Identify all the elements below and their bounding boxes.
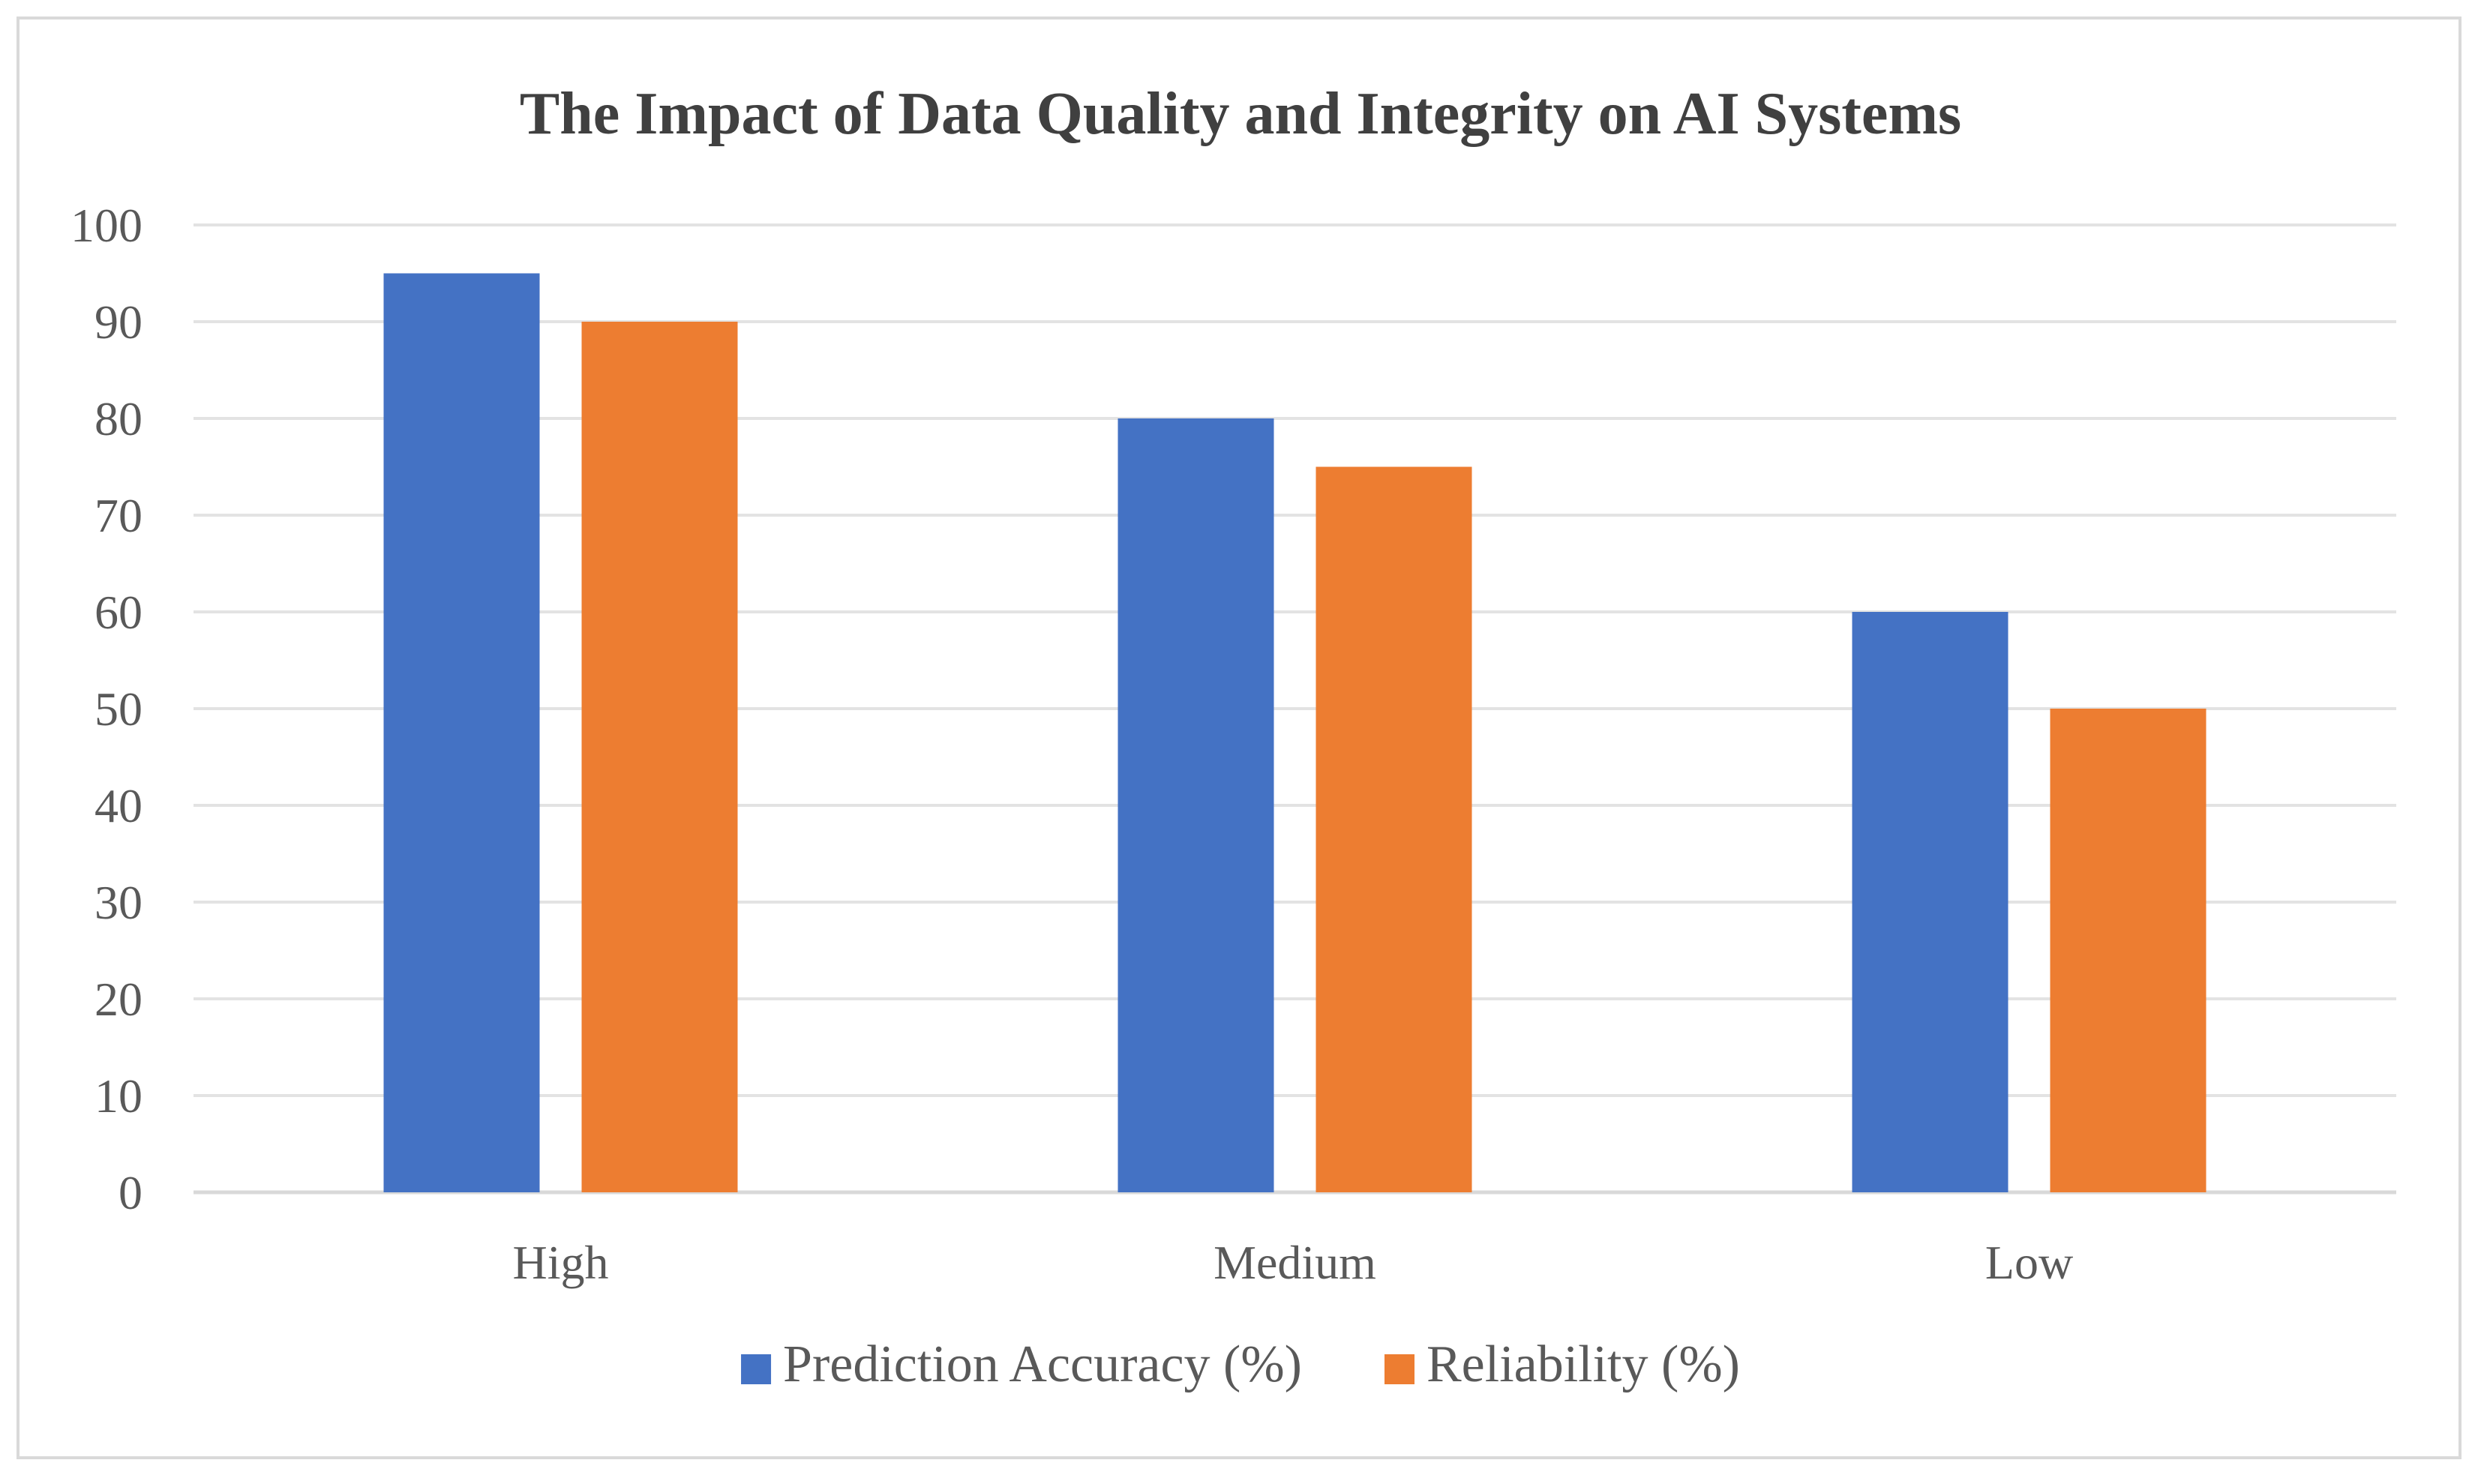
y-tick-label: 20 [94,973,142,1026]
y-tick-label: 100 [70,199,142,252]
x-tick-label: Low [1985,1236,2073,1289]
legend-label: Reliability (%) [1426,1336,1740,1393]
legend-swatch [741,1354,772,1384]
y-tick-label: 90 [94,295,142,349]
bar [383,273,540,1192]
y-axis-ticks: 0 10 20 30 40 50 60 70 80 90 100 [70,199,142,1219]
y-tick-label: 10 [94,1069,142,1123]
x-axis-ticks: High Medium Low [513,1236,2074,1289]
bar [1852,612,2008,1192]
x-tick-label: Medium [1214,1236,1376,1289]
y-tick-label: 60 [94,586,142,639]
legend-swatch [1384,1354,1414,1384]
y-tick-label: 0 [118,1166,142,1219]
y-tick-label: 80 [94,392,142,445]
y-tick-label: 70 [94,489,142,542]
bars [383,273,2206,1192]
legend-label: Prediction Accuracy (%) [783,1336,1302,1393]
bar [581,322,738,1192]
y-tick-label: 50 [94,682,142,736]
chart-title: The Impact of Data Quality and Integrity… [520,81,1961,147]
gridlines [194,223,2396,1195]
x-tick-label: High [513,1236,609,1289]
y-tick-label: 30 [94,876,142,929]
bar [1118,418,1274,1192]
legend: Prediction Accuracy (%) Reliability (%) [741,1336,1740,1393]
bar [2050,709,2206,1192]
y-tick-label: 40 [94,779,142,832]
bar [1316,466,1472,1192]
